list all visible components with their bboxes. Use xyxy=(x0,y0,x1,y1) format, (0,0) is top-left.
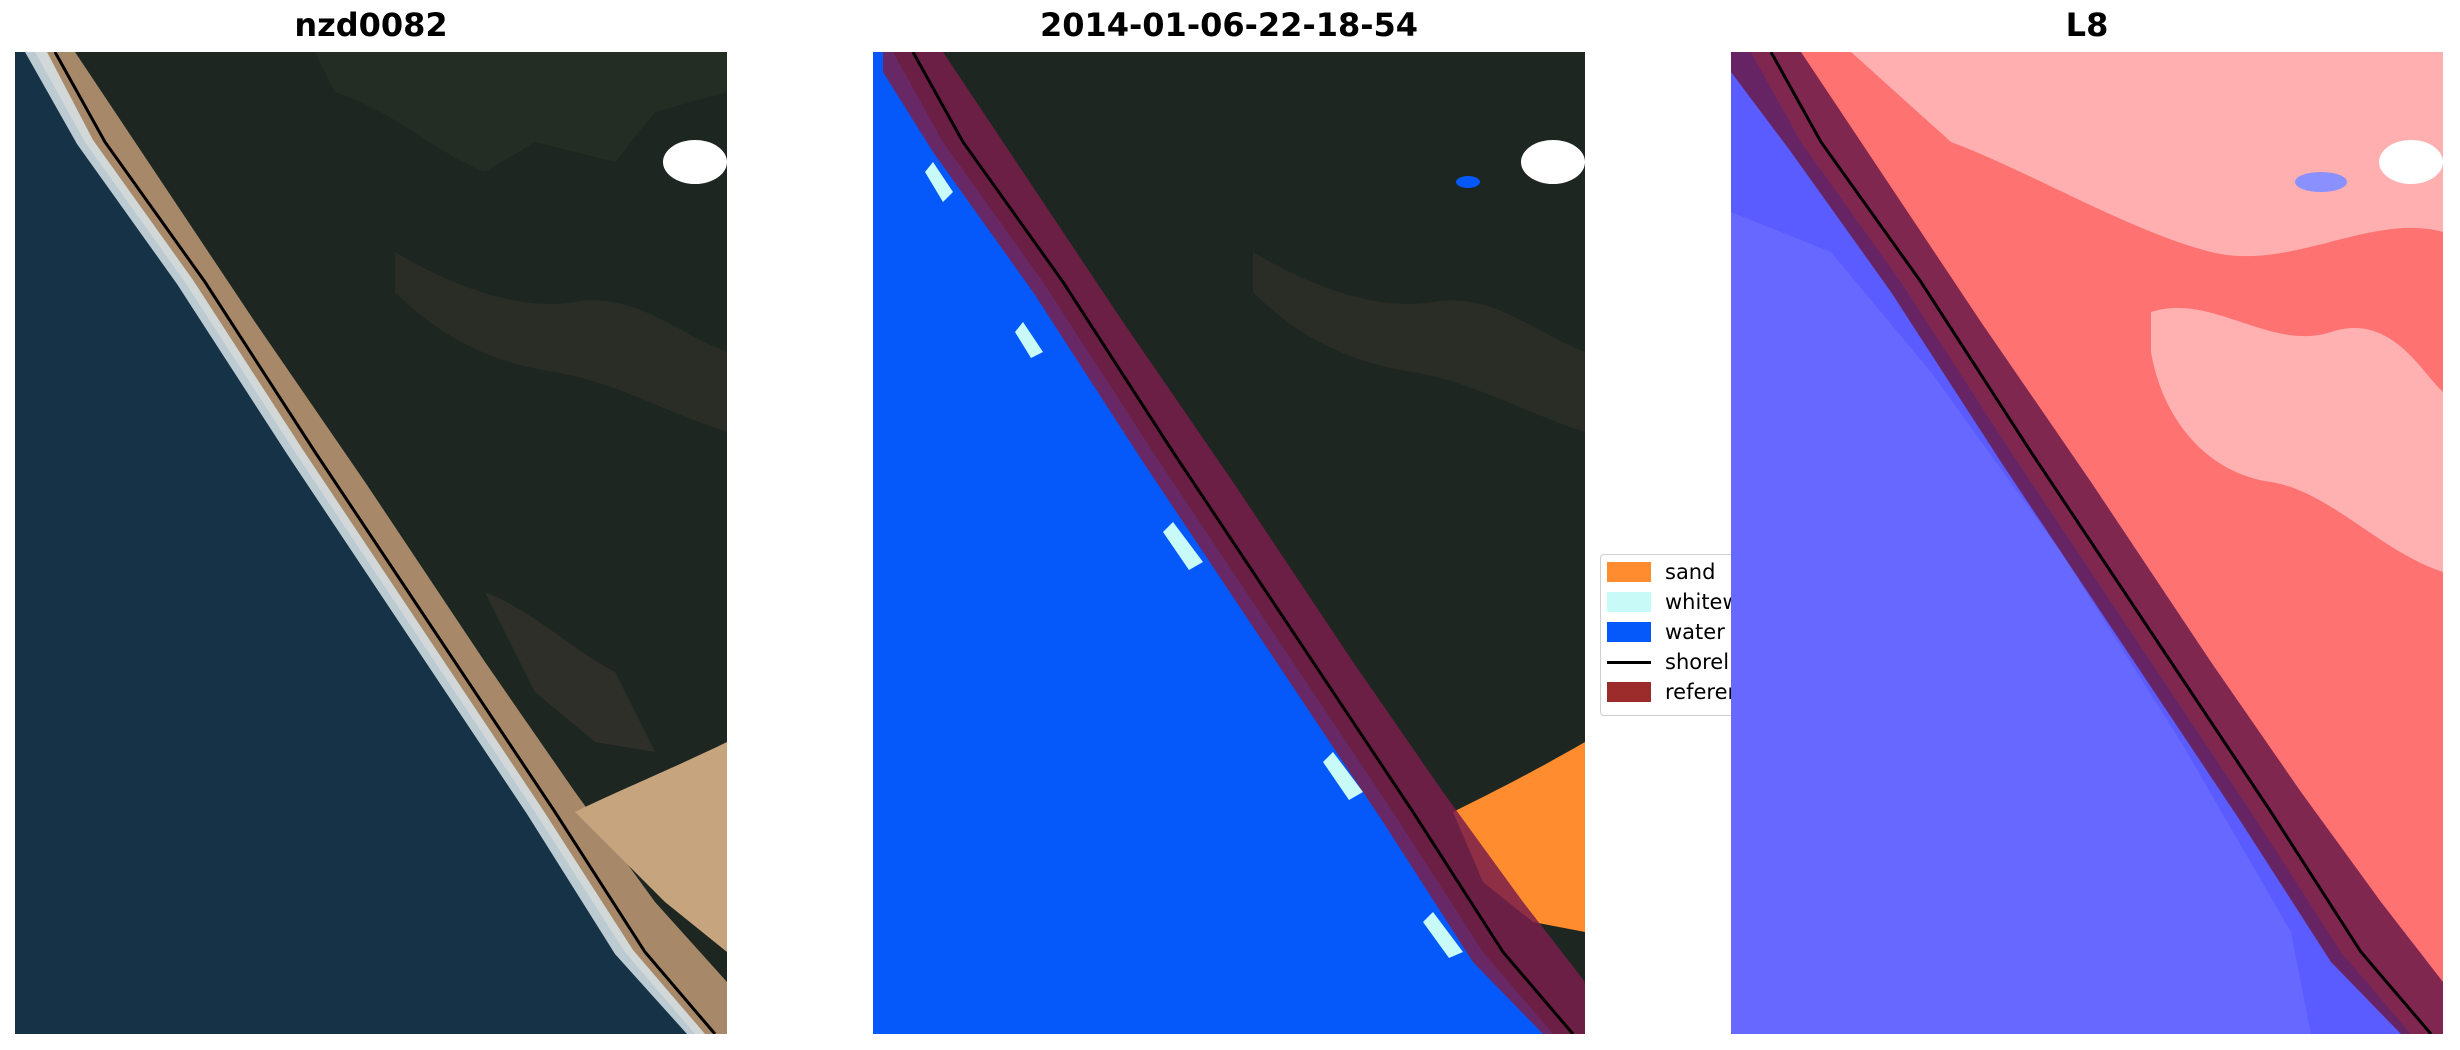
legend-label: whitew xyxy=(1665,590,1740,614)
legend-item-sand: sand xyxy=(1607,559,1715,585)
panel-title-2: 2014-01-06-22-18-54 xyxy=(1039,6,1419,44)
legend-item-whitewater: whitew xyxy=(1607,589,1740,615)
legend-label: shorel xyxy=(1665,650,1730,674)
index-image-panel xyxy=(1731,52,2443,1034)
rgb-image-panel xyxy=(15,52,727,1034)
legend-label: referen xyxy=(1665,680,1741,704)
legend-item-reference: referen xyxy=(1607,679,1741,705)
classification-panel xyxy=(873,52,1585,1034)
panel-title-1: nzd0082 xyxy=(294,6,448,44)
legend-label: sand xyxy=(1665,560,1716,584)
whitewater-swatch xyxy=(1607,592,1651,612)
legend: sand whitew water shorel referen xyxy=(1600,554,1742,716)
legend-item-water: water xyxy=(1607,619,1725,645)
reference-swatch xyxy=(1607,682,1651,702)
sand-swatch xyxy=(1607,562,1651,582)
legend-item-shoreline: shorel xyxy=(1607,649,1729,675)
shoreline-swatch xyxy=(1607,660,1651,664)
legend-label: water xyxy=(1665,620,1725,644)
panel-title-3: L8 xyxy=(2065,6,2109,44)
water-swatch xyxy=(1607,622,1651,642)
